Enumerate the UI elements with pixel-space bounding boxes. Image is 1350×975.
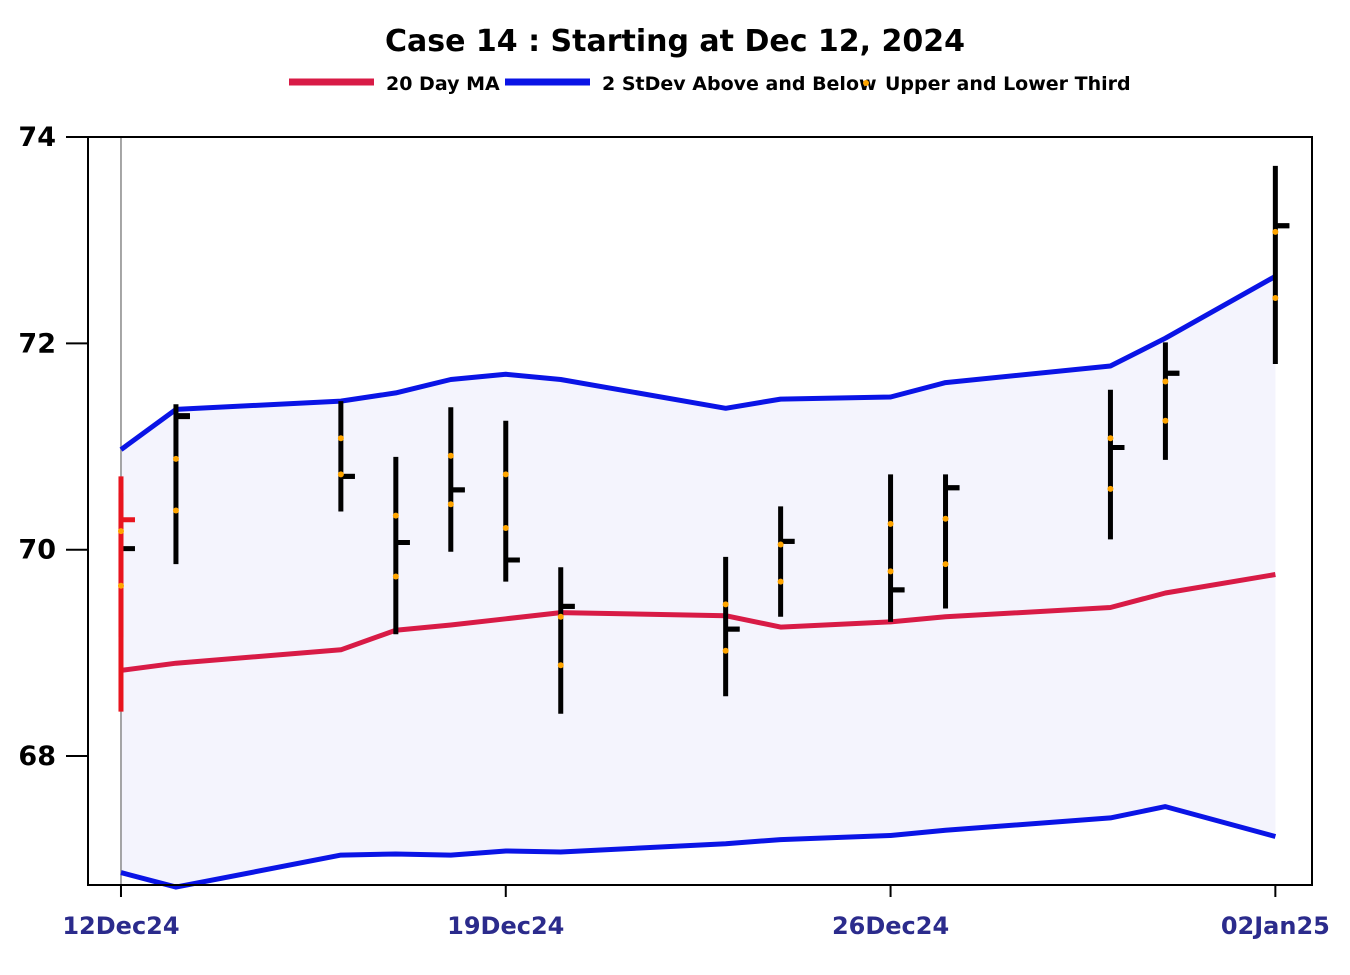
lower-third-dot xyxy=(392,573,399,580)
chart-title: Case 14 : Starting at Dec 12, 2024 xyxy=(385,24,965,59)
y-axis: 68 70 72 74 xyxy=(18,122,88,772)
x-tick-label: 12Dec24 xyxy=(62,912,179,940)
upper-third-dot xyxy=(392,512,399,519)
upper-third-dot xyxy=(117,528,124,535)
y-tick-label: 72 xyxy=(18,328,56,359)
plot-area xyxy=(87,136,1313,890)
upper-third-dot xyxy=(447,452,454,459)
ma-line xyxy=(120,572,1276,673)
lower-third-dot xyxy=(447,501,454,508)
upper-band-line xyxy=(119,274,1277,452)
legend: 20 Day MA 2 StDev Above and Below Upper … xyxy=(289,73,1131,95)
legend-label-band: 2 StDev Above and Below xyxy=(602,73,877,95)
x-tick-label: 26Dec24 xyxy=(832,912,949,940)
lower-third-dot xyxy=(1162,417,1169,424)
upper-third-dot xyxy=(887,520,894,527)
y-tick-label: 70 xyxy=(18,535,56,566)
lower-third-dot xyxy=(557,662,564,669)
x-axis: 12Dec24 19Dec24 26Dec24 02Jan25 xyxy=(62,885,1330,940)
lower-third-dot xyxy=(502,525,509,532)
lower-third-dot xyxy=(1272,294,1279,301)
lower-third-dot xyxy=(117,582,124,589)
y-tick-label: 74 xyxy=(18,122,56,153)
lower-third-dot xyxy=(722,647,729,654)
legend-label-thirds: Upper and Lower Third xyxy=(885,73,1131,95)
lower-band-line xyxy=(120,804,1277,890)
upper-third-dot xyxy=(557,613,564,620)
legend-label-ma: 20 Day MA xyxy=(386,73,500,95)
upper-third-dot xyxy=(1272,228,1279,235)
lower-third-dot xyxy=(337,471,344,478)
upper-third-dot xyxy=(172,455,179,462)
x-tick-label: 19Dec24 xyxy=(447,912,564,940)
lower-third-dot xyxy=(942,561,949,568)
upper-third-dot xyxy=(502,471,509,478)
y-tick-label: 68 xyxy=(18,741,56,772)
upper-third-dot xyxy=(722,601,729,608)
upper-third-dot xyxy=(942,515,949,522)
plot-frame xyxy=(87,136,1313,886)
upper-third-dot xyxy=(777,541,784,548)
upper-third-dot xyxy=(1107,435,1114,442)
lower-third-dot xyxy=(172,507,179,514)
legend-swatch-thirds xyxy=(863,80,869,86)
upper-third-dot xyxy=(1162,378,1169,385)
lower-third-dot xyxy=(887,568,894,575)
x-tick-label: 02Jan25 xyxy=(1221,912,1330,940)
upper-third-dot xyxy=(337,435,344,442)
band-fill xyxy=(121,276,1276,888)
lower-third-dot xyxy=(1107,485,1114,492)
lower-third-dot xyxy=(777,578,784,585)
